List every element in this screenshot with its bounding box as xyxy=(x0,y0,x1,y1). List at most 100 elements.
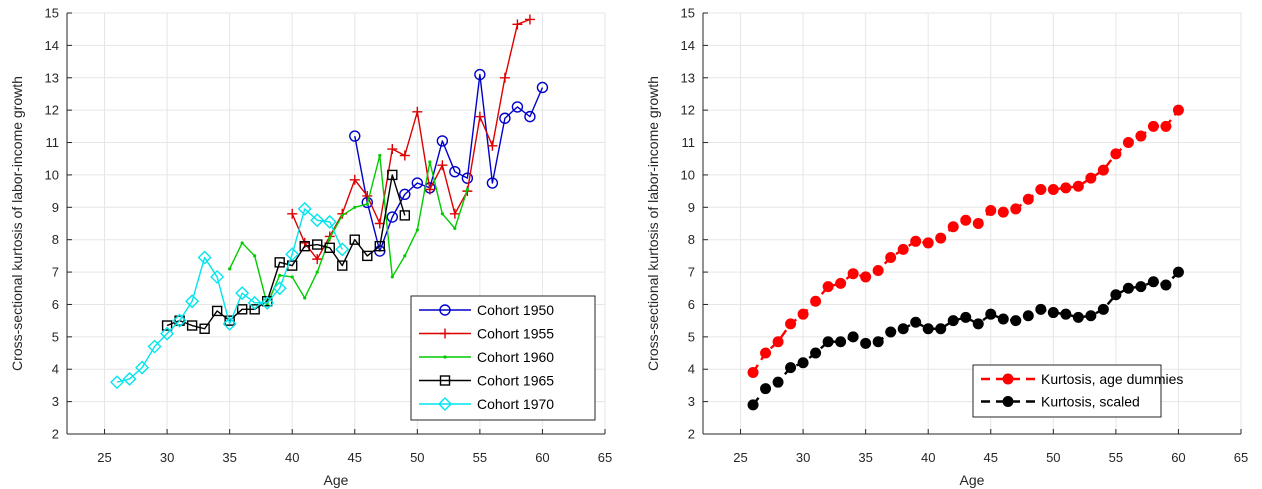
data-point xyxy=(997,313,1009,325)
legend-entry: Cohort 1970 xyxy=(477,396,554,412)
data-point xyxy=(362,190,373,201)
data-point xyxy=(797,308,809,320)
data-point xyxy=(349,130,361,142)
x-tick-label: 45 xyxy=(984,450,998,465)
y-tick-label: 2 xyxy=(688,427,695,442)
data-point xyxy=(1147,120,1159,132)
data-point xyxy=(524,14,535,25)
series-1 xyxy=(287,14,535,265)
data-point xyxy=(897,323,909,335)
data-point xyxy=(185,294,200,309)
y-tick-label: 14 xyxy=(681,38,695,53)
data-point xyxy=(897,243,909,255)
data-point xyxy=(972,318,984,330)
data-point xyxy=(324,242,335,253)
y-tick-label: 9 xyxy=(52,200,59,215)
data-point xyxy=(1022,193,1034,205)
data-point xyxy=(512,19,523,30)
data-point xyxy=(340,213,344,218)
y-axis-label: Cross-sectional kurtosis of labor-income… xyxy=(645,76,661,371)
data-point xyxy=(1122,137,1134,149)
data-point xyxy=(1135,130,1147,142)
data-point xyxy=(461,172,474,184)
x-tick-label: 25 xyxy=(97,450,111,465)
legend-marker xyxy=(1002,373,1014,385)
data-point xyxy=(110,375,125,390)
x-tick-label: 60 xyxy=(1171,450,1185,465)
series-line xyxy=(229,154,469,306)
data-point xyxy=(437,160,448,171)
data-point xyxy=(1035,183,1047,195)
data-point xyxy=(1010,315,1022,327)
data-point xyxy=(1022,310,1034,322)
y-tick-label: 7 xyxy=(688,265,695,280)
data-point xyxy=(312,254,323,265)
data-point xyxy=(399,150,410,161)
data-point xyxy=(465,187,469,192)
data-point xyxy=(147,339,162,354)
data-point xyxy=(885,326,897,338)
data-point xyxy=(1047,183,1059,195)
y-tick-label: 12 xyxy=(681,103,695,118)
data-point xyxy=(922,237,934,249)
data-point xyxy=(1085,172,1097,184)
data-point xyxy=(1010,203,1022,215)
x-axis-label: Age xyxy=(324,472,349,488)
data-point xyxy=(1110,148,1122,160)
legend-entry: Cohort 1965 xyxy=(477,373,554,389)
data-point xyxy=(411,177,424,189)
data-point xyxy=(322,214,337,229)
data-point xyxy=(260,295,275,310)
y-tick-label: 5 xyxy=(688,329,695,344)
y-tick-label: 8 xyxy=(688,232,695,247)
data-point xyxy=(253,254,257,258)
data-point xyxy=(1110,289,1122,301)
data-point xyxy=(536,81,549,94)
data-point xyxy=(985,205,997,217)
legend-marker xyxy=(438,397,452,411)
data-point xyxy=(224,315,235,326)
data-point xyxy=(387,169,398,181)
data-point xyxy=(960,214,972,226)
x-tick-label: 35 xyxy=(222,450,236,465)
data-point xyxy=(772,336,784,348)
data-point xyxy=(160,326,175,341)
data-point xyxy=(760,347,772,359)
y-tick-label: 3 xyxy=(688,394,695,409)
y-tick-label: 14 xyxy=(45,38,59,53)
data-point xyxy=(174,315,185,326)
data-point xyxy=(747,366,759,378)
y-tick-label: 6 xyxy=(52,297,59,312)
x-tick-label: 30 xyxy=(160,450,174,465)
data-point xyxy=(511,101,524,113)
data-point xyxy=(197,250,212,265)
data-point xyxy=(1047,307,1059,319)
data-point xyxy=(222,316,237,331)
legend-marker xyxy=(440,328,450,339)
data-point xyxy=(810,295,822,307)
data-point xyxy=(1122,282,1134,294)
data-point xyxy=(810,347,822,359)
x-tick-label: 50 xyxy=(410,450,424,465)
x-tick-label: 40 xyxy=(285,450,299,465)
data-point xyxy=(199,323,210,334)
data-point xyxy=(349,234,360,245)
data-point xyxy=(935,323,947,335)
data-point xyxy=(985,308,997,320)
x-tick-label: 65 xyxy=(1234,450,1248,465)
data-point xyxy=(272,281,287,296)
data-point xyxy=(872,264,884,276)
data-point xyxy=(211,305,223,317)
data-point xyxy=(487,140,498,151)
data-point xyxy=(290,275,294,279)
x-tick-label: 60 xyxy=(535,450,549,465)
legend-box xyxy=(972,364,1162,418)
legend-entry: Cohort 1960 xyxy=(477,349,554,365)
data-point xyxy=(835,277,847,289)
x-tick-label: 55 xyxy=(1109,450,1123,465)
data-point xyxy=(1147,276,1159,288)
data-point xyxy=(399,210,411,221)
data-point xyxy=(1072,311,1084,323)
x-tick-label: 25 xyxy=(733,450,747,465)
